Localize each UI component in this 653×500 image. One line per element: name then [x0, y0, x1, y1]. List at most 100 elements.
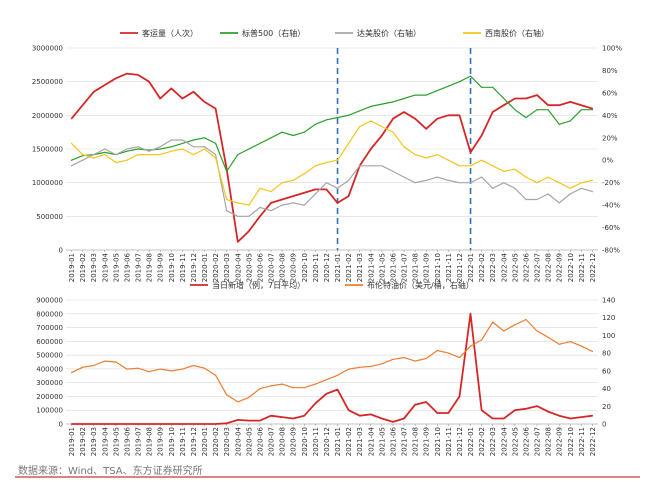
- legend-label: 标普500（右轴）: [242, 28, 305, 38]
- x-tick-label: 2019-05: [112, 427, 120, 456]
- data-point: [469, 75, 472, 77]
- data-point: [203, 101, 206, 103]
- data-point: [237, 215, 239, 217]
- data-point: [403, 146, 405, 148]
- data-point: [536, 109, 538, 111]
- data-point: [458, 356, 461, 359]
- y-right-tick-label: 0%: [602, 157, 613, 165]
- data-point: [159, 154, 161, 156]
- data-point: [348, 195, 350, 197]
- x-tick-label: 2020-03: [223, 427, 231, 456]
- data-point: [104, 84, 106, 86]
- data-point: [503, 104, 505, 106]
- x-tick-label: 2021-06: [389, 426, 397, 456]
- data-point: [525, 198, 527, 201]
- data-point: [558, 104, 560, 106]
- data-point: [137, 74, 139, 76]
- data-point: [82, 366, 84, 368]
- data-point: [170, 370, 172, 372]
- data-point: [170, 423, 172, 425]
- data-point: [292, 417, 294, 420]
- x-tick-label: 2021-02: [345, 253, 353, 282]
- data-point: [314, 402, 316, 404]
- data-point: [126, 72, 128, 75]
- x-tick-label: 2020-04: [234, 252, 242, 282]
- data-point: [481, 134, 483, 137]
- data-point: [336, 159, 339, 161]
- data-point: [514, 109, 516, 111]
- data-point: [481, 86, 483, 88]
- data-point: [70, 142, 73, 144]
- data-point: [148, 149, 150, 151]
- data-point: [436, 412, 438, 414]
- x-tick-label: 2020-01: [201, 427, 209, 456]
- x-tick-label: 2021-01: [334, 427, 342, 456]
- x-tick-label: 2021-07: [401, 253, 409, 282]
- data-point: [248, 148, 250, 150]
- data-point: [580, 182, 582, 184]
- data-point: [82, 423, 84, 425]
- data-point: [226, 210, 228, 212]
- x-tick-label: 2022-05: [511, 427, 519, 456]
- x-tick-label: 2022-08: [545, 427, 553, 456]
- data-point: [270, 137, 272, 139]
- data-point: [325, 119, 328, 121]
- x-tick-label: 2019-05: [112, 253, 120, 282]
- data-point: [503, 417, 505, 420]
- data-point: [159, 148, 161, 150]
- data-point: [492, 417, 494, 420]
- data-point: [514, 97, 516, 100]
- x-tick-label: 2022-03: [489, 427, 497, 456]
- x-tick-label: 2020-03: [223, 253, 231, 282]
- x-tick-label: 2019-02: [79, 253, 87, 282]
- data-point: [325, 188, 328, 190]
- y-left-tick-label: 500000: [36, 352, 63, 360]
- data-point: [192, 91, 195, 93]
- x-tick-label: 2020-01: [201, 253, 209, 282]
- data-point: [514, 187, 516, 189]
- data-point: [392, 131, 394, 133]
- x-tick-label: 2022-02: [478, 427, 486, 456]
- data-point: [281, 131, 283, 133]
- data-point: [192, 139, 195, 141]
- x-tick-label: 2019-11: [179, 427, 187, 456]
- data-point: [82, 104, 84, 106]
- x-tick-label: 2019-04: [101, 426, 109, 456]
- data-point: [115, 161, 117, 164]
- x-tick-label: 2019-12: [190, 427, 198, 456]
- y-left-tick-label: 200000: [36, 393, 63, 401]
- y-right-tick-label: 140: [602, 297, 615, 305]
- x-tick-label: 2022-09: [556, 427, 564, 456]
- data-point: [126, 148, 128, 150]
- data-point: [425, 357, 427, 360]
- data-point: [436, 176, 438, 178]
- x-tick-label: 2019-07: [135, 253, 143, 282]
- data-point: [447, 352, 449, 354]
- data-point: [292, 179, 294, 182]
- data-point: [359, 110, 361, 112]
- x-tick-label: 2022-07: [534, 253, 542, 282]
- data-point: [215, 374, 217, 376]
- y-right-tick-label: -60%: [602, 224, 620, 232]
- data-point: [226, 422, 228, 424]
- data-point: [215, 142, 217, 144]
- x-tick-label: 2022-12: [589, 253, 597, 282]
- data-point: [458, 165, 461, 167]
- data-point: [370, 148, 372, 150]
- x-tick-label: 2021-08: [412, 427, 420, 456]
- source-note: 数据来源：Wind、TSA、东方证券研究所: [18, 464, 203, 477]
- data-point: [126, 423, 128, 425]
- data-point: [536, 405, 538, 407]
- data-point: [237, 202, 239, 204]
- x-tick-label: 2021-03: [356, 427, 364, 456]
- data-point: [481, 339, 483, 341]
- data-point: [359, 415, 361, 417]
- data-point: [336, 388, 339, 391]
- data-point: [492, 187, 494, 189]
- data-point: [359, 366, 361, 368]
- y-right-tick-label: 60: [602, 367, 611, 375]
- data-point: [336, 202, 339, 204]
- data-point: [436, 154, 438, 156]
- data-point: [558, 202, 560, 204]
- data-point: [259, 387, 261, 390]
